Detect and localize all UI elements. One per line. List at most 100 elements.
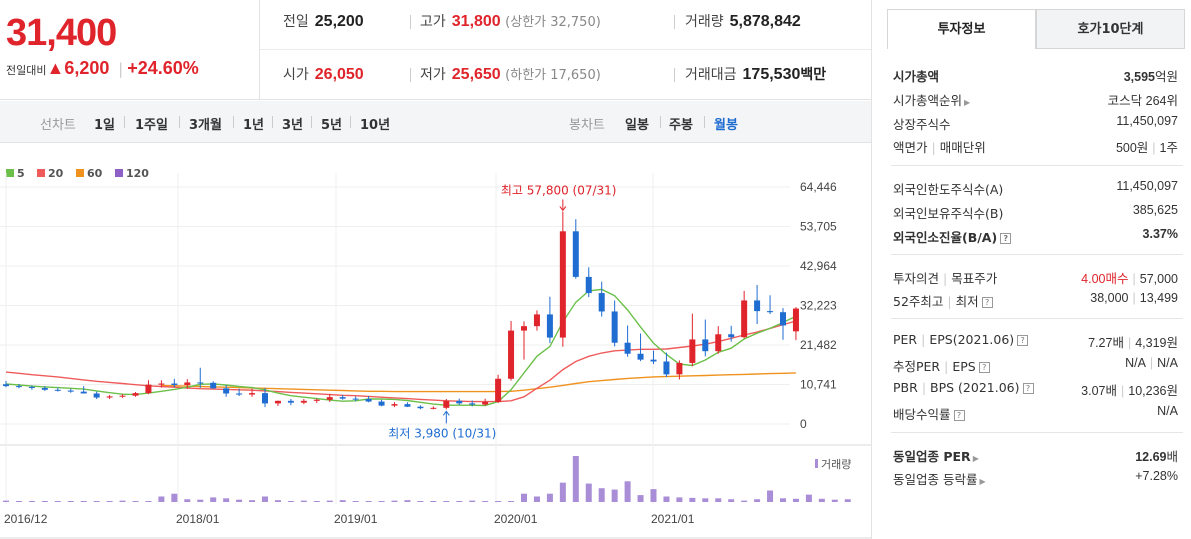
candle-body: [28, 386, 35, 388]
w52-low: 13,499: [1139, 291, 1178, 305]
upper-limit: (상한가 32,750): [505, 15, 601, 30]
volume-bar: [223, 498, 230, 502]
candle-body: [521, 326, 527, 331]
divider: |: [931, 140, 936, 155]
volume-bar: [171, 493, 178, 502]
divider: [674, 68, 675, 82]
stat-value: 25,650: [451, 66, 501, 83]
y-tick-label: 32,223: [800, 299, 837, 313]
up-arrow-icon: ▲: [46, 58, 65, 78]
candle-monthly[interactable]: 월봉: [714, 118, 738, 133]
divider: [704, 116, 705, 128]
market-cap-unit: 억원: [1154, 70, 1178, 84]
volume-bar: [352, 501, 359, 502]
divider: [891, 254, 1183, 255]
legend-swatch: [6, 169, 14, 177]
candle-body: [132, 393, 139, 396]
opinion-label: 투자의견 | 목표주가: [893, 268, 997, 287]
high-annotation: 최고 57,800 (07/31): [501, 183, 617, 197]
volume-bar: [663, 496, 670, 502]
divider: |: [947, 294, 952, 309]
candle-body: [767, 311, 774, 313]
period-3y[interactable]: 3년: [282, 118, 304, 133]
period-1w[interactable]: 1주일: [135, 118, 168, 133]
volume-bar: [158, 496, 165, 502]
volume-legend-swatch: [815, 459, 818, 468]
divider: |: [1132, 272, 1136, 286]
stat-volume: 거래량 5,878,842: [685, 11, 801, 31]
period-3m[interactable]: 3개월: [189, 118, 222, 133]
w52-value: 38,000 | 13,499: [1090, 291, 1178, 305]
cap-rank-value: 코스닥 264위: [1107, 94, 1178, 108]
stat-label: 저가: [420, 67, 446, 83]
volume-bar: [274, 500, 281, 502]
candle-body: [689, 339, 696, 363]
candle-weekly[interactable]: 주봉: [669, 118, 693, 133]
tab-orderbook[interactable]: 호가10단계: [1036, 9, 1185, 49]
volume-bar: [80, 501, 87, 502]
volume-bar: [391, 500, 398, 502]
change-label: 전일대비: [6, 64, 47, 77]
ma60-line: [161, 372, 796, 393]
pbr-number: 3.07배: [1081, 384, 1118, 398]
help-icon[interactable]: ?: [1017, 335, 1029, 346]
chevron-right-icon: ▶: [979, 477, 986, 486]
volume-bar: [611, 489, 618, 502]
stats-panel: 전일 25,200 고가 31,800 (상한가 32,750) 거래량 5,878,…: [260, 0, 871, 100]
tab-investment-info[interactable]: 투자정보: [887, 9, 1036, 49]
y-axis: 64,446 53,705 42,964 32,223 21,482 10,741 0: [800, 180, 837, 431]
candle-body: [754, 300, 761, 312]
cap-rank-label[interactable]: 시가총액순위 ▶: [893, 90, 970, 109]
per-value: 7.27배 | 4,319원: [1088, 332, 1178, 351]
sector-per-value: 12.69배: [1135, 446, 1178, 465]
candle-body: [611, 311, 618, 343]
candle-body: [80, 391, 87, 394]
legend-label: 120: [126, 167, 149, 180]
period-1d[interactable]: 1일: [94, 118, 116, 133]
candle-body: [780, 312, 786, 326]
volume-bar: [3, 500, 9, 502]
est-per-label: 추정PER | EPS?: [893, 356, 990, 375]
stat-high: 고가 31,800 (상한가 32,750): [420, 11, 601, 31]
sector-rate-label[interactable]: 동일업종 등락률 ▶: [893, 469, 986, 488]
stat-unit: 백만: [800, 66, 827, 82]
volume-bar: [15, 501, 22, 502]
candle-body: [326, 397, 333, 400]
est-eps-number: N/A: [1157, 356, 1178, 370]
annotations: 최고 57,800 (07/31) 최저 3,980 (10/31): [388, 183, 616, 440]
sector-per-label[interactable]: 동일업종 PER ▶: [893, 446, 979, 465]
foreign-hold-value: 385,625: [1132, 203, 1178, 217]
low-arrow-head-icon: [442, 410, 450, 416]
period-1y[interactable]: 1년: [243, 118, 265, 133]
volume-bar: [378, 501, 385, 502]
help-icon[interactable]: ?: [981, 297, 993, 308]
volume-bar: [93, 501, 100, 502]
help-icon[interactable]: ?: [1000, 233, 1012, 244]
help-icon[interactable]: ?: [978, 362, 990, 373]
stat-value: 25,200: [314, 13, 364, 30]
y-tick-label: 0: [800, 417, 807, 431]
candle-body: [145, 384, 152, 394]
eps-text: EPS(2021.06): [929, 332, 1015, 347]
volume-bar: [184, 499, 191, 502]
y-tick-label: 64,446: [800, 180, 837, 194]
divider: |: [943, 271, 948, 286]
candle-body: [3, 384, 9, 387]
cap-rank-text: 시가총액순위: [893, 93, 963, 108]
volume-bar: [249, 500, 256, 502]
est-eps-text: EPS: [952, 359, 976, 374]
stat-label: 고가: [420, 14, 446, 30]
volume-bar: [482, 501, 489, 502]
help-icon[interactable]: ?: [953, 410, 965, 421]
volume-bar: [262, 496, 268, 502]
volume-bar: [585, 483, 592, 502]
help-icon[interactable]: ?: [1022, 383, 1034, 394]
candle-body: [650, 359, 657, 362]
stock-chart[interactable]: 5 20 60 120 64,446 53,705 42,964 32,223 21,482 1…: [0, 143, 871, 539]
divider: [674, 15, 675, 29]
candle-daily[interactable]: 일봉: [625, 118, 649, 133]
period-5y[interactable]: 5년: [321, 118, 343, 133]
chart-grid: [0, 173, 790, 504]
candle-body: [54, 389, 61, 391]
period-10y[interactable]: 10년: [360, 118, 391, 133]
